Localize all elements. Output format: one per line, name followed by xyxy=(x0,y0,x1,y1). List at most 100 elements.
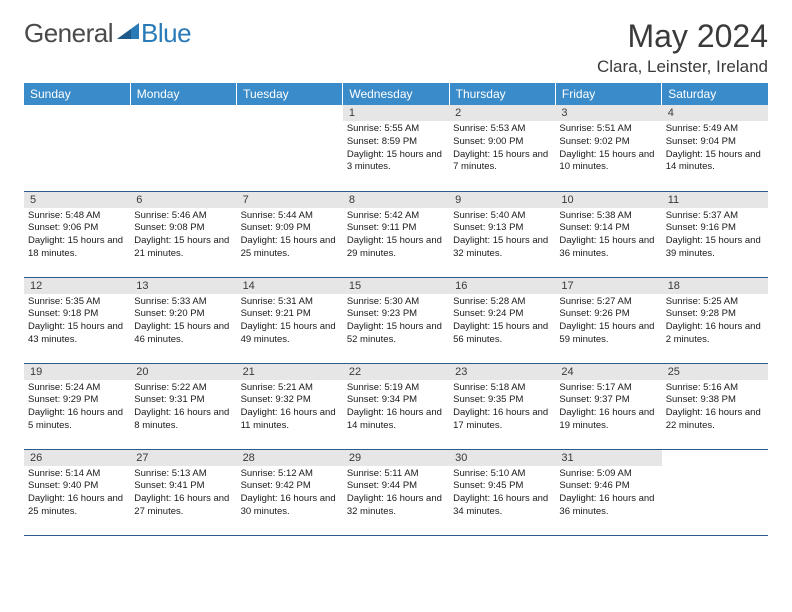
weekday-header: Sunday xyxy=(24,83,130,105)
calendar-week-row: 12Sunrise: 5:35 AMSunset: 9:18 PMDayligh… xyxy=(24,277,768,363)
day-details: Sunrise: 5:53 AMSunset: 9:00 PMDaylight:… xyxy=(449,121,555,178)
weekday-header-row: Sunday Monday Tuesday Wednesday Thursday… xyxy=(24,83,768,105)
calendar-day-cell: 19Sunrise: 5:24 AMSunset: 9:29 PMDayligh… xyxy=(24,363,130,449)
calendar-week-row: 5Sunrise: 5:48 AMSunset: 9:06 PMDaylight… xyxy=(24,191,768,277)
day-details: Sunrise: 5:17 AMSunset: 9:37 PMDaylight:… xyxy=(555,380,661,437)
day-details: Sunrise: 5:24 AMSunset: 9:29 PMDaylight:… xyxy=(24,380,130,437)
day-details: Sunrise: 5:51 AMSunset: 9:02 PMDaylight:… xyxy=(555,121,661,178)
calendar-day-cell: 15Sunrise: 5:30 AMSunset: 9:23 PMDayligh… xyxy=(343,277,449,363)
day-details: Sunrise: 5:10 AMSunset: 9:45 PMDaylight:… xyxy=(449,466,555,523)
day-number: 7 xyxy=(237,192,343,208)
day-number: 24 xyxy=(555,364,661,380)
day-number: 5 xyxy=(24,192,130,208)
day-number: 26 xyxy=(24,450,130,466)
day-details: Sunrise: 5:48 AMSunset: 9:06 PMDaylight:… xyxy=(24,208,130,265)
day-number: 27 xyxy=(130,450,236,466)
day-details: Sunrise: 5:49 AMSunset: 9:04 PMDaylight:… xyxy=(662,121,768,178)
calendar-day-cell: 8Sunrise: 5:42 AMSunset: 9:11 PMDaylight… xyxy=(343,191,449,277)
calendar-day-cell: 26Sunrise: 5:14 AMSunset: 9:40 PMDayligh… xyxy=(24,449,130,535)
day-details: Sunrise: 5:27 AMSunset: 9:26 PMDaylight:… xyxy=(555,294,661,351)
calendar-day-cell: 4Sunrise: 5:49 AMSunset: 9:04 PMDaylight… xyxy=(662,105,768,191)
day-details: Sunrise: 5:37 AMSunset: 9:16 PMDaylight:… xyxy=(662,208,768,265)
calendar-day-cell: 9Sunrise: 5:40 AMSunset: 9:13 PMDaylight… xyxy=(449,191,555,277)
day-number: 15 xyxy=(343,278,449,294)
day-details: Sunrise: 5:33 AMSunset: 9:20 PMDaylight:… xyxy=(130,294,236,351)
calendar-day-cell: 25Sunrise: 5:16 AMSunset: 9:38 PMDayligh… xyxy=(662,363,768,449)
day-details: Sunrise: 5:16 AMSunset: 9:38 PMDaylight:… xyxy=(662,380,768,437)
calendar-week-row: 19Sunrise: 5:24 AMSunset: 9:29 PMDayligh… xyxy=(24,363,768,449)
day-number: 29 xyxy=(343,450,449,466)
day-number: 12 xyxy=(24,278,130,294)
calendar-day-cell: 12Sunrise: 5:35 AMSunset: 9:18 PMDayligh… xyxy=(24,277,130,363)
weekday-header: Tuesday xyxy=(237,83,343,105)
calendar-day-cell: 5Sunrise: 5:48 AMSunset: 9:06 PMDaylight… xyxy=(24,191,130,277)
day-details: Sunrise: 5:30 AMSunset: 9:23 PMDaylight:… xyxy=(343,294,449,351)
day-number xyxy=(237,105,343,122)
day-details: Sunrise: 5:11 AMSunset: 9:44 PMDaylight:… xyxy=(343,466,449,523)
day-number: 1 xyxy=(343,105,449,121)
day-details: Sunrise: 5:55 AMSunset: 8:59 PMDaylight:… xyxy=(343,121,449,178)
calendar-day-cell: 22Sunrise: 5:19 AMSunset: 9:34 PMDayligh… xyxy=(343,363,449,449)
day-number xyxy=(24,105,130,122)
day-number: 14 xyxy=(237,278,343,294)
day-number xyxy=(662,450,768,467)
day-number: 9 xyxy=(449,192,555,208)
day-details: Sunrise: 5:31 AMSunset: 9:21 PMDaylight:… xyxy=(237,294,343,351)
day-number: 22 xyxy=(343,364,449,380)
calendar-day-cell: 21Sunrise: 5:21 AMSunset: 9:32 PMDayligh… xyxy=(237,363,343,449)
day-details: Sunrise: 5:13 AMSunset: 9:41 PMDaylight:… xyxy=(130,466,236,523)
day-details: Sunrise: 5:46 AMSunset: 9:08 PMDaylight:… xyxy=(130,208,236,265)
title-block: May 2024 Clara, Leinster, Ireland xyxy=(597,18,768,77)
day-details: Sunrise: 5:25 AMSunset: 9:28 PMDaylight:… xyxy=(662,294,768,351)
calendar-week-row: 1Sunrise: 5:55 AMSunset: 8:59 PMDaylight… xyxy=(24,105,768,191)
day-number: 25 xyxy=(662,364,768,380)
day-details: Sunrise: 5:18 AMSunset: 9:35 PMDaylight:… xyxy=(449,380,555,437)
day-number: 19 xyxy=(24,364,130,380)
weekday-header: Saturday xyxy=(662,83,768,105)
calendar-day-cell: 14Sunrise: 5:31 AMSunset: 9:21 PMDayligh… xyxy=(237,277,343,363)
calendar-day-cell: 10Sunrise: 5:38 AMSunset: 9:14 PMDayligh… xyxy=(555,191,661,277)
calendar-day-cell: 17Sunrise: 5:27 AMSunset: 9:26 PMDayligh… xyxy=(555,277,661,363)
day-number: 4 xyxy=(662,105,768,121)
weekday-header: Thursday xyxy=(449,83,555,105)
calendar-day-cell xyxy=(237,105,343,191)
weekday-header: Monday xyxy=(130,83,236,105)
day-number: 17 xyxy=(555,278,661,294)
day-details: Sunrise: 5:09 AMSunset: 9:46 PMDaylight:… xyxy=(555,466,661,523)
day-details: Sunrise: 5:14 AMSunset: 9:40 PMDaylight:… xyxy=(24,466,130,523)
day-number xyxy=(130,105,236,122)
day-number: 28 xyxy=(237,450,343,466)
logo: General Blue xyxy=(24,18,191,49)
day-details: Sunrise: 5:40 AMSunset: 9:13 PMDaylight:… xyxy=(449,208,555,265)
day-number: 23 xyxy=(449,364,555,380)
day-details: Sunrise: 5:28 AMSunset: 9:24 PMDaylight:… xyxy=(449,294,555,351)
calendar-day-cell: 24Sunrise: 5:17 AMSunset: 9:37 PMDayligh… xyxy=(555,363,661,449)
month-title: May 2024 xyxy=(597,18,768,55)
calendar-day-cell: 6Sunrise: 5:46 AMSunset: 9:08 PMDaylight… xyxy=(130,191,236,277)
day-details: Sunrise: 5:35 AMSunset: 9:18 PMDaylight:… xyxy=(24,294,130,351)
day-details: Sunrise: 5:38 AMSunset: 9:14 PMDaylight:… xyxy=(555,208,661,265)
logo-text-general: General xyxy=(24,18,113,49)
calendar-day-cell: 31Sunrise: 5:09 AMSunset: 9:46 PMDayligh… xyxy=(555,449,661,535)
calendar-day-cell: 13Sunrise: 5:33 AMSunset: 9:20 PMDayligh… xyxy=(130,277,236,363)
day-details: Sunrise: 5:21 AMSunset: 9:32 PMDaylight:… xyxy=(237,380,343,437)
calendar-day-cell: 27Sunrise: 5:13 AMSunset: 9:41 PMDayligh… xyxy=(130,449,236,535)
calendar-day-cell xyxy=(24,105,130,191)
calendar-day-cell: 11Sunrise: 5:37 AMSunset: 9:16 PMDayligh… xyxy=(662,191,768,277)
day-number: 18 xyxy=(662,278,768,294)
day-number: 31 xyxy=(555,450,661,466)
calendar-day-cell xyxy=(130,105,236,191)
day-details: Sunrise: 5:22 AMSunset: 9:31 PMDaylight:… xyxy=(130,380,236,437)
calendar-day-cell: 30Sunrise: 5:10 AMSunset: 9:45 PMDayligh… xyxy=(449,449,555,535)
location: Clara, Leinster, Ireland xyxy=(597,57,768,77)
day-number: 13 xyxy=(130,278,236,294)
calendar-table: Sunday Monday Tuesday Wednesday Thursday… xyxy=(24,83,768,536)
calendar-day-cell: 7Sunrise: 5:44 AMSunset: 9:09 PMDaylight… xyxy=(237,191,343,277)
weekday-header: Wednesday xyxy=(343,83,449,105)
weekday-header: Friday xyxy=(555,83,661,105)
calendar-day-cell xyxy=(662,449,768,535)
day-details: Sunrise: 5:12 AMSunset: 9:42 PMDaylight:… xyxy=(237,466,343,523)
calendar-day-cell: 2Sunrise: 5:53 AMSunset: 9:00 PMDaylight… xyxy=(449,105,555,191)
day-number: 8 xyxy=(343,192,449,208)
day-details: Sunrise: 5:42 AMSunset: 9:11 PMDaylight:… xyxy=(343,208,449,265)
